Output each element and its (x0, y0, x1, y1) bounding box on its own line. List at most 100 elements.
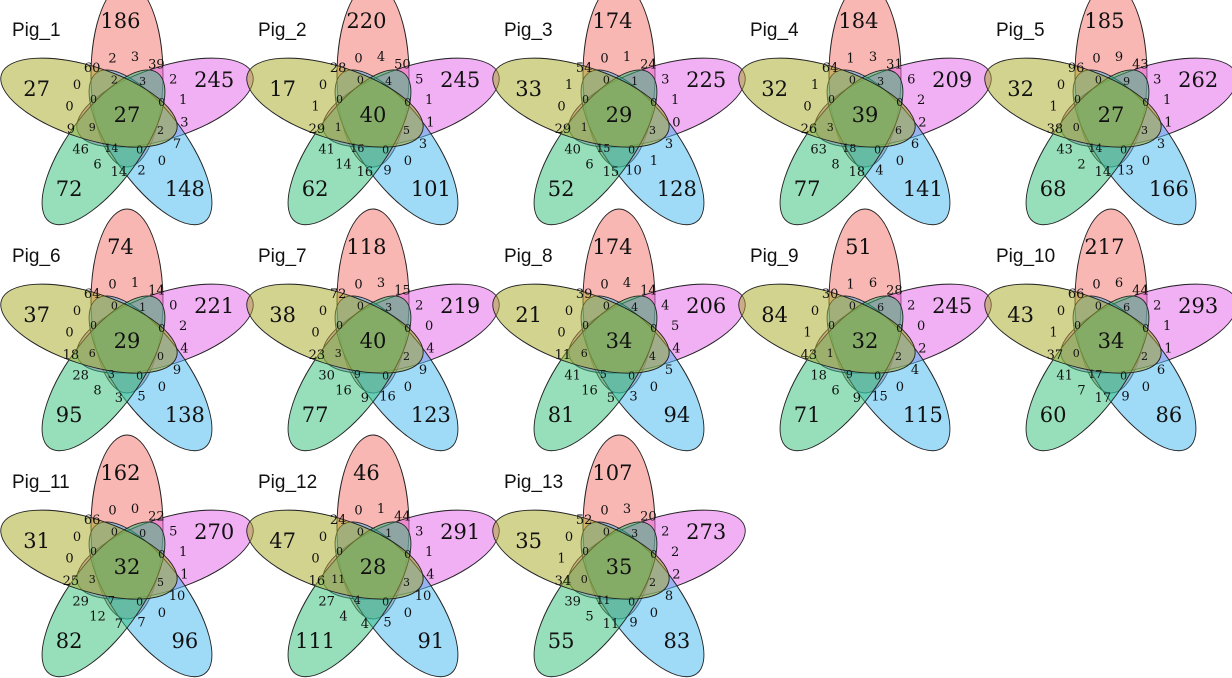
overlap-count-label: 3 (377, 276, 385, 291)
inner-count-label: 2 (157, 124, 164, 137)
venn-title: Pig_4 (750, 20, 799, 41)
overlap-count-label: 96 (1068, 61, 1085, 76)
overlap-count-label: 41 (1056, 368, 1073, 383)
overlap-count-label: 0 (354, 503, 362, 518)
overlap-count-label: 1 (131, 276, 139, 291)
overlap-count-label: 0 (73, 530, 81, 545)
unique-count-label: 31 (23, 529, 50, 553)
overlap-count-label: 41 (564, 368, 581, 383)
unique-count-label: 128 (657, 177, 697, 201)
overlap-count-label: 5 (671, 319, 679, 334)
inner-count-label: 0 (896, 322, 903, 335)
overlap-count-label: 0 (650, 380, 658, 395)
inner-count-label: 0 (357, 526, 364, 539)
set-ellipse-5 (246, 283, 424, 374)
overlap-count-label: 1 (846, 277, 854, 292)
unique-count-label: 83 (664, 629, 691, 653)
inner-count-label: 0 (1142, 96, 1149, 109)
overlap-count-label: 24 (330, 513, 347, 528)
overlap-count-label: 39 (564, 594, 581, 609)
overlap-count-label: 29 (72, 594, 89, 609)
unique-count-label: 141 (903, 177, 943, 201)
overlap-count-label: 9 (419, 363, 427, 378)
overlap-count-label: 11 (555, 348, 572, 363)
unique-count-label: 107 (592, 461, 632, 485)
unique-count-label: 55 (548, 629, 575, 653)
center-count-label: 39 (852, 103, 879, 127)
overlap-count-label: 29 (555, 122, 572, 137)
overlap-count-label: 27 (318, 594, 335, 609)
overlap-count-label: 0 (73, 304, 81, 319)
overlap-count-label: 2 (918, 116, 926, 131)
venn-diagram: Pig_9 51 245 115 71 84 6 28 2 0 2 4 0 15 9 6 18 43 1 0 30 1 6 0… (738, 208, 992, 452)
overlap-count-label: 2 (108, 51, 116, 66)
overlap-count-label: 9 (629, 616, 637, 631)
inner-count-label: 17 (1088, 368, 1102, 381)
overlap-count-label: 54 (576, 61, 593, 76)
inner-count-label: 0 (139, 527, 146, 540)
inner-count-label: 0 (90, 93, 97, 106)
center-count-label: 28 (360, 555, 387, 579)
unique-count-label: 209 (932, 68, 972, 92)
inner-count-label: 0 (828, 319, 835, 332)
inner-count-label: 0 (336, 93, 343, 106)
overlap-count-label: 43 (801, 348, 818, 363)
overlap-count-label: 4 (426, 342, 434, 357)
unique-count-label: 52 (548, 177, 575, 201)
unique-count-label: 293 (1178, 294, 1218, 318)
overlap-count-label: 4 (377, 50, 385, 65)
overlap-count-label: 0 (404, 154, 412, 169)
inner-count-label: 11 (331, 573, 345, 586)
venn-diagram: Pig_6 74 221 138 95 37 1 14 0 2 4 9 0 5 3 8 28 18 0 0 64 0 1 0 0… (0, 208, 254, 452)
inner-count-label: 0 (136, 369, 143, 382)
unique-count-label: 270 (194, 520, 234, 544)
inner-count-label: 3 (827, 121, 834, 134)
overlap-count-label: 0 (1057, 78, 1065, 93)
unique-count-label: 32 (761, 77, 788, 101)
center-count-label: 40 (360, 329, 387, 353)
unique-count-label: 17 (269, 77, 296, 101)
venn-title: Pig_5 (996, 20, 1045, 41)
unique-count-label: 291 (440, 520, 480, 544)
overlap-count-label: 1 (1049, 325, 1057, 340)
overlap-count-label: 66 (1068, 287, 1085, 302)
overlap-count-label: 28 (330, 61, 347, 76)
overlap-count-label: 3 (869, 50, 877, 65)
inner-count-label: 0 (336, 545, 343, 558)
overlap-count-label: 9 (67, 122, 75, 137)
unique-count-label: 86 (1156, 403, 1183, 427)
inner-count-label: 0 (1073, 347, 1080, 360)
overlap-count-label: 0 (917, 319, 925, 334)
overlap-count-label: 3 (180, 116, 188, 131)
overlap-count-label: 38 (1047, 122, 1064, 137)
inner-count-label: 0 (1142, 322, 1149, 335)
overlap-count-label: 0 (565, 530, 573, 545)
center-count-label: 35 (606, 555, 633, 579)
inner-count-label: 2 (1141, 350, 1148, 363)
inner-count-label: 0 (1095, 300, 1102, 313)
overlap-count-label: 5 (137, 390, 145, 405)
unique-count-label: 71 (794, 403, 821, 427)
overlap-count-label: 3 (665, 137, 673, 152)
overlap-count-label: 10 (625, 164, 642, 179)
unique-count-label: 81 (548, 403, 575, 427)
overlap-count-label: 0 (158, 606, 166, 621)
inner-count-label: 3 (1141, 124, 1148, 137)
center-count-label: 29 (606, 103, 633, 127)
inner-count-label: 0 (404, 96, 411, 109)
inner-count-label: 0 (1073, 121, 1080, 134)
inner-count-label: 0 (849, 300, 856, 313)
unique-count-label: 245 (932, 294, 972, 318)
overlap-count-label: 14 (148, 284, 165, 299)
inner-count-label: 6 (581, 347, 588, 360)
overlap-count-label: 46 (72, 142, 89, 157)
venn-title: Pig_11 (12, 472, 70, 493)
unique-count-label: 96 (172, 629, 199, 653)
overlap-count-label: 0 (404, 380, 412, 395)
unique-count-label: 47 (269, 529, 296, 553)
set-ellipse-5 (0, 57, 178, 148)
overlap-count-label: 0 (811, 304, 819, 319)
overlap-count-label: 9 (383, 164, 391, 179)
